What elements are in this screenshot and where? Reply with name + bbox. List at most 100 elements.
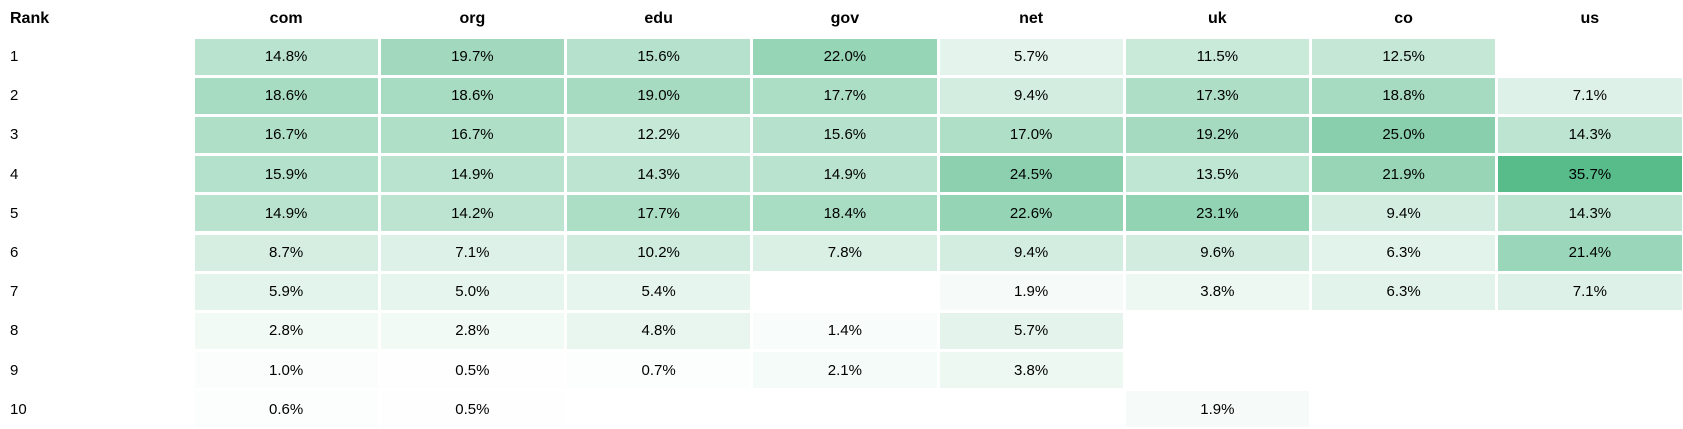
value-cell xyxy=(1126,352,1309,388)
value-cell: 16.7% xyxy=(194,116,378,153)
value-cell: 5.9% xyxy=(194,273,378,310)
value-cell: 17.3% xyxy=(1125,77,1309,114)
column-header-org: org xyxy=(459,9,486,27)
value-cell: 15.6% xyxy=(753,116,937,153)
column-header-uk: uk xyxy=(1208,9,1227,27)
rank-cell: 1 xyxy=(10,48,19,66)
value-cell xyxy=(1498,313,1681,349)
value-cell xyxy=(1312,352,1495,388)
value-cell: 7.8% xyxy=(753,234,937,271)
value-cell: 3.8% xyxy=(939,352,1123,389)
table-row: 3 16.7% 16.7% 12.2% 15.6% 17.0% 19.2% 25.0% 14.3… xyxy=(0,115,1683,154)
value-cell: 21.4% xyxy=(1498,234,1682,271)
value-cell: 14.9% xyxy=(194,195,378,232)
column-header-co: co xyxy=(1394,9,1413,27)
table-row: 5 14.9% 14.2% 17.7% 18.4% 22.6% 23.1% 9.4% 14.3% xyxy=(0,194,1683,233)
table-row: 6 8.7% 7.1% 10.2% 7.8% 9.4% 9.6% 6.3% 21.4% xyxy=(0,233,1683,272)
value-cell: 19.2% xyxy=(1125,116,1309,153)
table-row: 4 15.9% 14.9% 14.3% 14.9% 24.5% 13.5% 21.9% 35.7… xyxy=(0,155,1683,194)
value-cell: 16.7% xyxy=(380,116,564,153)
value-cell: 0.6% xyxy=(194,391,378,428)
value-cell: 2.1% xyxy=(753,352,937,389)
value-cell: 1.9% xyxy=(939,273,1123,310)
value-cell: 18.4% xyxy=(753,195,937,232)
value-cell: 23.1% xyxy=(1125,195,1309,232)
value-cell: 35.7% xyxy=(1498,156,1682,193)
value-cell xyxy=(940,391,1123,427)
value-cell: 3.8% xyxy=(1125,273,1309,310)
rank-cell: 7 xyxy=(10,283,19,301)
value-cell: 14.3% xyxy=(1498,116,1682,153)
value-cell: 18.6% xyxy=(380,77,564,114)
column-header-com: com xyxy=(269,9,303,27)
value-cell: 0.7% xyxy=(567,352,751,389)
rank-column-header: Rank xyxy=(10,9,50,27)
value-cell: 17.7% xyxy=(753,77,937,114)
value-cell: 14.2% xyxy=(380,195,564,232)
value-cell: 14.3% xyxy=(1498,195,1682,232)
value-cell: 7.1% xyxy=(380,234,564,271)
column-header-net: net xyxy=(1019,9,1044,27)
value-cell: 12.5% xyxy=(1312,38,1496,75)
value-cell: 9.4% xyxy=(939,77,1123,114)
value-cell: 5.4% xyxy=(567,273,751,310)
rank-cell: 2 xyxy=(10,87,19,105)
value-cell: 6.3% xyxy=(1312,234,1496,271)
table-row: 10 0.6% 0.5% 1.9% xyxy=(0,390,1683,429)
value-cell: 19.7% xyxy=(380,38,564,75)
table-row: 8 2.8% 2.8% 4.8% 1.4% 5.7% xyxy=(0,311,1683,350)
value-cell: 22.6% xyxy=(939,195,1123,232)
value-cell: 5.7% xyxy=(939,38,1123,75)
value-cell: 5.0% xyxy=(380,273,564,310)
value-cell xyxy=(1498,39,1681,75)
value-cell: 1.4% xyxy=(753,312,937,349)
value-cell xyxy=(1126,313,1309,349)
column-header-edu: edu xyxy=(644,9,673,27)
value-cell: 13.5% xyxy=(1125,156,1309,193)
value-cell: 4.8% xyxy=(567,312,751,349)
value-cell: 22.0% xyxy=(753,38,937,75)
table-row: 2 18.6% 18.6% 19.0% 17.7% 9.4% 17.3% 18.8% 7.1% xyxy=(0,76,1683,115)
value-cell: 25.0% xyxy=(1312,116,1496,153)
value-cell xyxy=(1312,391,1495,427)
value-cell: 9.4% xyxy=(939,234,1123,271)
value-cell: 0.5% xyxy=(380,391,564,428)
rank-cell: 5 xyxy=(10,204,19,222)
value-cell: 14.9% xyxy=(753,156,937,193)
rank-cell: 4 xyxy=(10,165,19,183)
rank-cell: 8 xyxy=(10,322,19,340)
value-cell: 2.8% xyxy=(194,312,378,349)
value-cell: 12.2% xyxy=(567,116,751,153)
rank-cell: 6 xyxy=(10,244,19,262)
value-cell: 1.9% xyxy=(1125,391,1309,428)
value-cell: 15.6% xyxy=(567,38,751,75)
value-cell: 15.9% xyxy=(194,156,378,193)
value-cell: 19.0% xyxy=(567,77,751,114)
column-header-us: us xyxy=(1580,9,1600,27)
value-cell: 17.7% xyxy=(567,195,751,232)
value-cell: 8.7% xyxy=(194,234,378,271)
value-cell xyxy=(753,391,936,427)
column-header-gov: gov xyxy=(830,9,860,27)
value-cell: 7.1% xyxy=(1498,273,1682,310)
value-cell: 14.9% xyxy=(380,156,564,193)
value-cell: 21.9% xyxy=(1312,156,1496,193)
table-row: 1 14.8% 19.7% 15.6% 22.0% 5.7% 11.5% 12.5% xyxy=(0,37,1683,76)
value-cell: 6.3% xyxy=(1312,273,1496,310)
value-cell: 10.2% xyxy=(567,234,751,271)
value-cell: 18.6% xyxy=(194,77,378,114)
rank-cell: 10 xyxy=(10,400,27,418)
value-cell: 18.8% xyxy=(1312,77,1496,114)
value-cell xyxy=(753,274,936,310)
value-cell: 7.1% xyxy=(1498,77,1682,114)
value-cell: 24.5% xyxy=(939,156,1123,193)
header-row: Rank com org edu gov net uk co us xyxy=(0,0,1683,37)
value-cell: 1.0% xyxy=(194,352,378,389)
value-cell: 0.5% xyxy=(380,352,564,389)
value-cell: 14.3% xyxy=(567,156,751,193)
table-row: 7 5.9% 5.0% 5.4% 1.9% 3.8% 6.3% 7.1% xyxy=(0,272,1683,311)
value-cell xyxy=(567,391,750,427)
value-cell: 2.8% xyxy=(380,312,564,349)
value-cell: 5.7% xyxy=(939,312,1123,349)
